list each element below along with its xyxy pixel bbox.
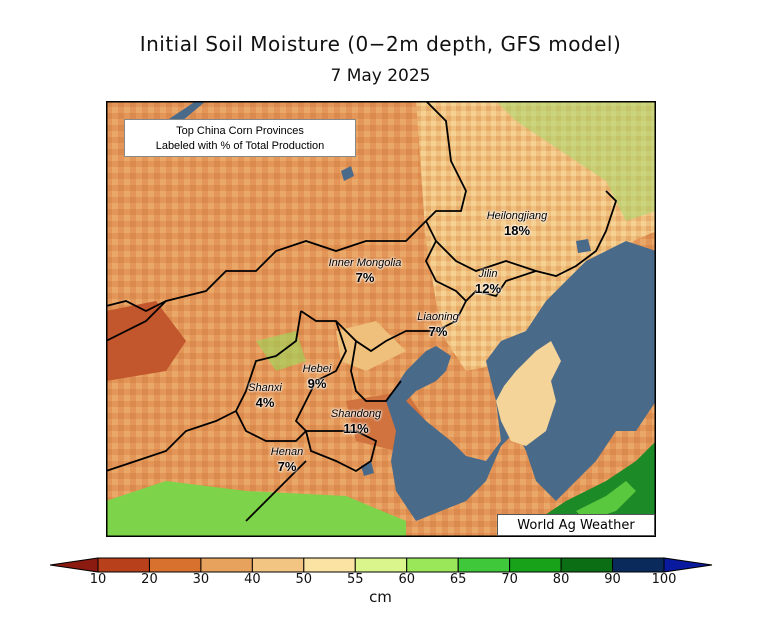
province-percent: 7%: [277, 459, 297, 474]
province-name: Liaoning: [417, 311, 459, 323]
colorbar-tick-label: 40: [244, 572, 261, 587]
province-label-shanxi: Shanxi 4%: [242, 382, 288, 410]
map-date: 7 May 2025: [330, 66, 431, 86]
legend-line-1: Top China Corn Provinces: [176, 125, 304, 137]
province-percent: 18%: [503, 223, 531, 238]
colorbar-tick-label: 50: [295, 572, 313, 587]
colorbar-high-arrow: [663, 557, 713, 573]
credit-label: World Ag Weather: [497, 514, 655, 536]
province-name: Inner Mongolia: [328, 257, 402, 269]
colorbar-tick-label: 70: [501, 572, 518, 587]
colorbar-tick-label: 20: [141, 572, 158, 587]
province-name: Shanxi: [248, 382, 282, 394]
province-percent: 12%: [474, 281, 502, 296]
colorbar-bin: [612, 557, 665, 573]
map-legend-box: Top China Corn Provinces Labeled with % …: [124, 119, 356, 157]
colorbar-tick-label: 55: [346, 572, 364, 587]
colorbar-unit: cm: [369, 588, 392, 606]
colorbar-tick-label: 30: [192, 572, 210, 587]
soil-moisture-map: [106, 101, 656, 537]
colorbar-tick-label: 80: [552, 572, 570, 587]
province-percent: 7%: [428, 324, 448, 339]
province-name: Heilongjiang: [486, 210, 548, 222]
colorbar-bin: [200, 557, 253, 573]
province-label-henan: Henan 7%: [264, 446, 310, 474]
province-label-liaoning: Liaoning 7%: [410, 311, 466, 339]
colorbar-tick-label: 90: [604, 572, 621, 587]
legend-line-2: Labeled with % of Total Production: [155, 140, 325, 152]
province-label-jilin: Jilin 12%: [468, 268, 508, 296]
province-label-inner-mongolia: Inner Mongolia 7%: [320, 257, 410, 285]
province-name: Henan: [270, 446, 304, 458]
colorbar: [50, 557, 713, 573]
colorbar-bin: [148, 557, 202, 573]
colorbar-tick-label: 100: [651, 572, 677, 587]
map-title: Initial Soil Moisture (0−2m depth, GFS m…: [139, 32, 622, 56]
colorbar-tick-label: 60: [398, 572, 415, 587]
province-percent: 11%: [343, 421, 369, 436]
colorbar-bin: [560, 557, 614, 573]
province-label-heilongjiang: Heilongjiang 18%: [478, 210, 556, 238]
province-name: Hebei: [302, 363, 332, 375]
province-name: Shandong: [330, 408, 382, 420]
colorbar-bin: [406, 557, 459, 573]
colorbar-tick-label: 65: [449, 572, 467, 587]
province-label-shandong: Shandong 11%: [324, 408, 388, 436]
province-label-hebei: Hebei 9%: [296, 363, 338, 391]
colorbar-low-arrow: [50, 557, 99, 573]
colorbar-bin: [354, 557, 408, 573]
province-percent: 4%: [255, 395, 275, 410]
province-percent: 7%: [355, 270, 375, 285]
colorbar-bin: [97, 557, 150, 573]
colorbar-bin: [303, 557, 356, 573]
province-percent: 9%: [307, 376, 327, 391]
colorbar-bin: [509, 557, 562, 573]
colorbar-tick-label: 10: [89, 572, 107, 587]
colorbar-bin: [457, 557, 511, 573]
colorbar-bin: [251, 557, 305, 573]
province-name: Jilin: [478, 268, 498, 280]
